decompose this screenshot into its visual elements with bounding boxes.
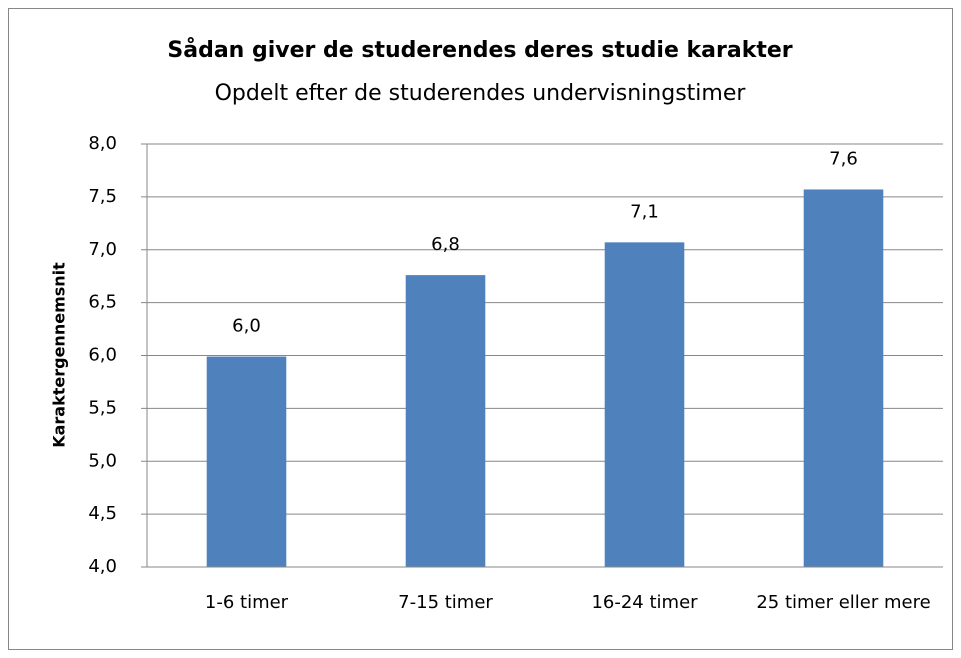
x-tick-label: 1-6 timer <box>205 592 289 613</box>
x-tick-label: 7-15 timer <box>398 592 493 613</box>
chart-subtitle: Opdelt efter de studerendes undervisning… <box>215 81 747 106</box>
y-tick-label: 4,5 <box>88 503 117 524</box>
bar <box>803 189 884 567</box>
x-tick-label: 16-24 timer <box>591 592 698 613</box>
value-label: 7,6 <box>829 148 858 169</box>
y-tick-label: 6,5 <box>88 292 117 313</box>
y-tick-label: 5,0 <box>88 450 117 471</box>
chart-title: Sådan giver de studerendes deres studie … <box>167 37 792 63</box>
y-axis-label: Karaktergennemsnit <box>50 262 69 448</box>
value-label: 6,0 <box>232 316 261 337</box>
y-tick-label: 7,0 <box>88 239 117 260</box>
y-tick-label: 5,5 <box>88 397 117 418</box>
y-tick-label: 7,5 <box>88 186 117 207</box>
x-tick-label: 25 timer eller mere <box>756 592 930 613</box>
y-tick-label: 8,0 <box>88 133 117 154</box>
y-tick-label: 6,0 <box>88 345 117 366</box>
value-label: 7,1 <box>630 201 659 222</box>
bar <box>604 242 685 567</box>
value-label: 6,8 <box>431 234 460 255</box>
bar <box>405 275 486 567</box>
bar <box>206 356 287 567</box>
y-tick-label: 4,0 <box>88 556 117 577</box>
